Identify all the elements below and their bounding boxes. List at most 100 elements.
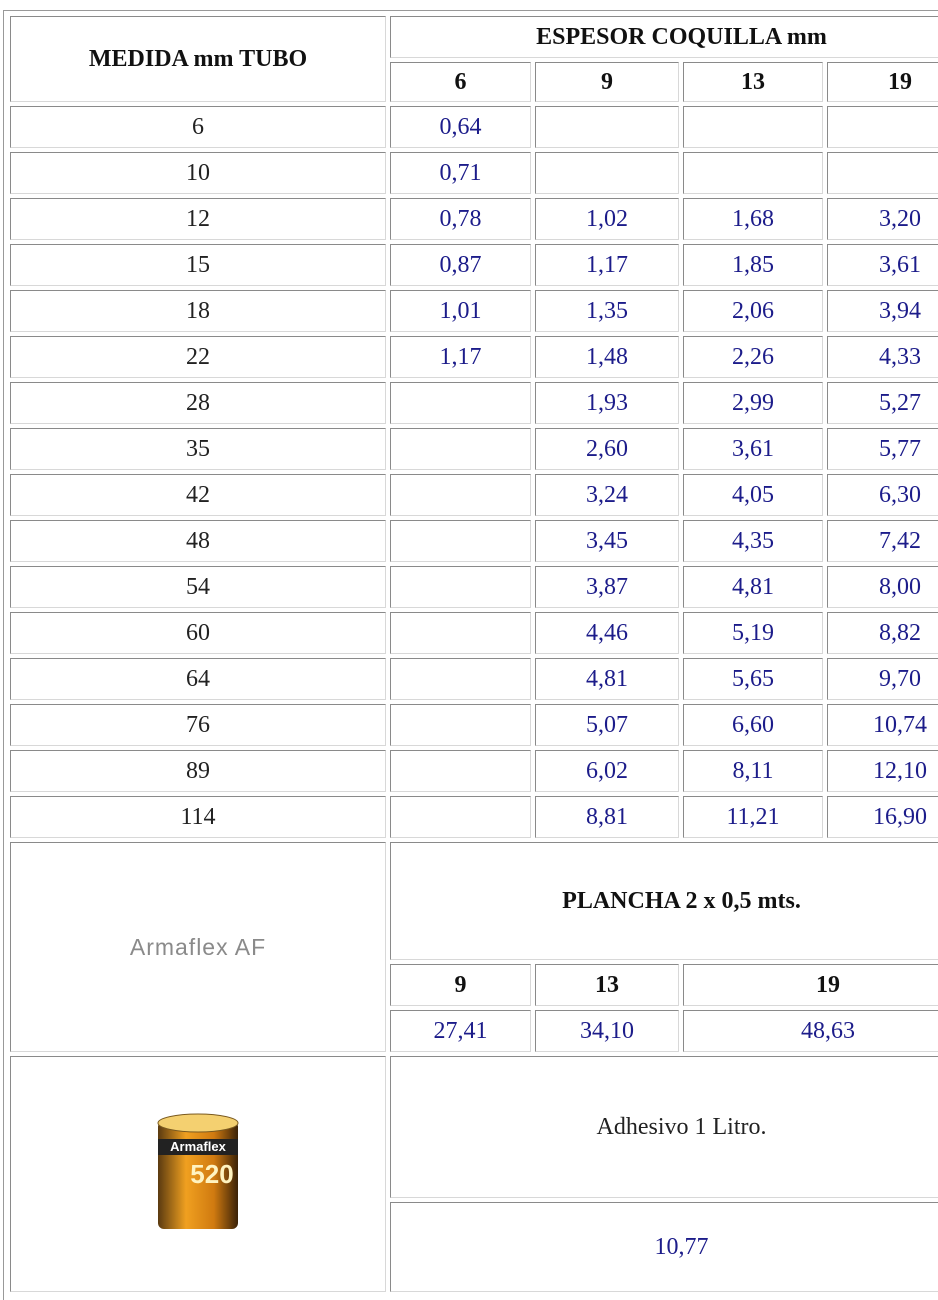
price-cell: 1,01 bbox=[390, 290, 531, 332]
price-cell: 1,02 bbox=[535, 198, 679, 240]
price-cell: 3,20 bbox=[827, 198, 938, 240]
size-cell: 76 bbox=[10, 704, 386, 746]
price-cell: 4,33 bbox=[827, 336, 938, 378]
price-cell: 6,60 bbox=[683, 704, 823, 746]
size-cell: 54 bbox=[10, 566, 386, 608]
price-cell: 1,93 bbox=[535, 382, 679, 424]
col-title: MEDIDA mm TUBO bbox=[10, 16, 386, 102]
size-cell: 15 bbox=[10, 244, 386, 286]
plancha-thickness: 9 bbox=[390, 964, 531, 1006]
plancha-price: 48,63 bbox=[683, 1010, 938, 1052]
group-title: ESPESOR COQUILLA mm bbox=[390, 16, 938, 58]
price-cell bbox=[390, 658, 531, 700]
thickness-header: 19 bbox=[827, 62, 938, 102]
price-cell bbox=[683, 152, 823, 194]
price-cell: 2,26 bbox=[683, 336, 823, 378]
price-cell: 2,99 bbox=[683, 382, 823, 424]
plancha-price: 34,10 bbox=[535, 1010, 679, 1052]
size-cell: 64 bbox=[10, 658, 386, 700]
price-cell: 1,68 bbox=[683, 198, 823, 240]
price-cell: 4,81 bbox=[683, 566, 823, 608]
adhesive-price: 10,77 bbox=[390, 1202, 938, 1292]
price-cell: 1,17 bbox=[535, 244, 679, 286]
price-cell: 8,11 bbox=[683, 750, 823, 792]
size-cell: 60 bbox=[10, 612, 386, 654]
price-cell: 8,82 bbox=[827, 612, 938, 654]
price-cell: 8,00 bbox=[827, 566, 938, 608]
can-lid bbox=[158, 1114, 238, 1132]
price-cell: 9,70 bbox=[827, 658, 938, 700]
price-cell bbox=[535, 152, 679, 194]
size-cell: 48 bbox=[10, 520, 386, 562]
price-cell: 5,07 bbox=[535, 704, 679, 746]
thickness-header: 9 bbox=[535, 62, 679, 102]
price-cell: 16,90 bbox=[827, 796, 938, 838]
price-cell: 5,65 bbox=[683, 658, 823, 700]
price-cell: 3,87 bbox=[535, 566, 679, 608]
price-cell: 3,45 bbox=[535, 520, 679, 562]
product-name: Armaflex AF bbox=[10, 842, 386, 1052]
price-cell: 0,78 bbox=[390, 198, 531, 240]
price-cell: 5,27 bbox=[827, 382, 938, 424]
price-cell bbox=[827, 152, 938, 194]
can-number: 520 bbox=[190, 1159, 233, 1189]
price-cell: 6,30 bbox=[827, 474, 938, 516]
price-cell bbox=[390, 704, 531, 746]
price-cell: 10,74 bbox=[827, 704, 938, 746]
price-cell: 6,02 bbox=[535, 750, 679, 792]
price-cell bbox=[390, 520, 531, 562]
price-cell: 4,46 bbox=[535, 612, 679, 654]
size-cell: 18 bbox=[10, 290, 386, 332]
can-label: Armaflex bbox=[170, 1139, 226, 1154]
price-cell: 4,81 bbox=[535, 658, 679, 700]
page: {"header": {"col_title": "MEDIDA mm TUBO… bbox=[0, 0, 938, 1282]
size-cell: 10 bbox=[10, 152, 386, 194]
thickness-header: 13 bbox=[683, 62, 823, 102]
price-cell bbox=[390, 428, 531, 470]
price-cell bbox=[390, 474, 531, 516]
price-cell: 4,35 bbox=[683, 520, 823, 562]
price-cell: 2,60 bbox=[535, 428, 679, 470]
price-cell: 1,35 bbox=[535, 290, 679, 332]
price-cell bbox=[390, 612, 531, 654]
price-cell bbox=[683, 106, 823, 148]
price-cell: 12,10 bbox=[827, 750, 938, 792]
plancha-thickness: 19 bbox=[683, 964, 938, 1006]
size-cell: 12 bbox=[10, 198, 386, 240]
price-cell: 5,77 bbox=[827, 428, 938, 470]
size-cell: 35 bbox=[10, 428, 386, 470]
adhesive-title: Adhesivo 1 Litro. bbox=[390, 1056, 938, 1198]
size-cell: 114 bbox=[10, 796, 386, 838]
can-image: Armaflex 520 bbox=[148, 1109, 248, 1239]
price-cell: 3,94 bbox=[827, 290, 938, 332]
plancha-thickness: 13 bbox=[535, 964, 679, 1006]
price-cell: 0,64 bbox=[390, 106, 531, 148]
adhesive-image: Armaflex 520 bbox=[10, 1056, 386, 1292]
size-cell: 6 bbox=[10, 106, 386, 148]
thickness-header: 6 bbox=[390, 62, 531, 102]
price-cell: 3,24 bbox=[535, 474, 679, 516]
price-cell: 3,61 bbox=[683, 428, 823, 470]
price-cell bbox=[390, 796, 531, 838]
price-cell bbox=[535, 106, 679, 148]
price-cell: 7,42 bbox=[827, 520, 938, 562]
price-cell bbox=[390, 566, 531, 608]
price-cell bbox=[827, 106, 938, 148]
price-cell bbox=[390, 382, 531, 424]
plancha-title: PLANCHA 2 x 0,5 mts. bbox=[390, 842, 938, 960]
price-cell: 11,21 bbox=[683, 796, 823, 838]
price-cell: 5,19 bbox=[683, 612, 823, 654]
size-cell: 42 bbox=[10, 474, 386, 516]
price-cell bbox=[390, 750, 531, 792]
price-cell: 0,71 bbox=[390, 152, 531, 194]
plancha-price: 27,41 bbox=[390, 1010, 531, 1052]
price-cell: 1,48 bbox=[535, 336, 679, 378]
price-cell: 8,81 bbox=[535, 796, 679, 838]
price-cell: 4,05 bbox=[683, 474, 823, 516]
price-cell: 1,85 bbox=[683, 244, 823, 286]
size-cell: 89 bbox=[10, 750, 386, 792]
price-cell: 1,17 bbox=[390, 336, 531, 378]
size-cell: 22 bbox=[10, 336, 386, 378]
size-cell: 28 bbox=[10, 382, 386, 424]
price-cell: 3,61 bbox=[827, 244, 938, 286]
